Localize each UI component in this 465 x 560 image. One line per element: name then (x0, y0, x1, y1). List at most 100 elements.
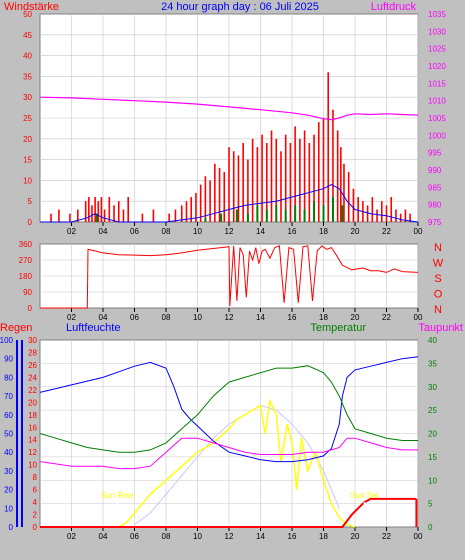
direction-xtick-label: 22 (382, 313, 391, 322)
solar-line (118, 398, 356, 528)
temperature-xtick-label: 20 (351, 532, 360, 541)
sunrise-label: Sun Rise (101, 491, 134, 500)
direction-compass-letter: N (434, 304, 442, 316)
wind-chart: 0510152025303540455097598098599099510001… (23, 10, 446, 236)
direction-xtick-label: 20 (351, 313, 360, 322)
wind-ytick-label: 25 (23, 114, 32, 123)
humidity-ytick-label: 0 (9, 523, 14, 532)
temperature-ytick-label: 30 (428, 383, 437, 392)
temperature-ytick-label: 10 (428, 476, 437, 485)
direction-ytick-label: 90 (23, 288, 32, 297)
direction-xtick-label: 10 (193, 313, 202, 322)
direction-xtick-label: 00 (414, 313, 423, 322)
humidity-ytick-label: 100 (0, 336, 14, 345)
wind-xtick-label: 02 (67, 227, 76, 236)
rain-ytick-label: 26 (28, 361, 37, 370)
dewpoint-line (39, 437, 418, 470)
pressure-ytick-label: 1025 (428, 45, 446, 54)
pressure-ytick-label: 1030 (428, 27, 446, 36)
temperature-xtick-label: 02 (67, 532, 76, 541)
wind-direction-line (40, 245, 419, 309)
direction-compass-letter: O (434, 289, 443, 301)
wind-xtick-label: 06 (130, 227, 139, 236)
rain-ytick-label: 24 (28, 373, 37, 382)
wind-ytick-label: 5 (28, 197, 33, 206)
rain-line (40, 497, 417, 528)
direction-ytick-label: 0 (28, 304, 33, 313)
direction-xtick-label: 04 (99, 313, 108, 322)
direction-ytick-label: 360 (19, 240, 33, 249)
rain-ytick-label: 20 (28, 398, 37, 407)
wind-xtick-label: 08 (162, 227, 171, 236)
wind-xtick-label: 04 (99, 227, 108, 236)
temperature-xtick-label: 14 (256, 532, 265, 541)
direction-xtick-label: 08 (162, 313, 171, 322)
temperature-xtick-label: 22 (382, 532, 391, 541)
sunset-label: Sun Set (350, 491, 379, 500)
direction-xtick-label: 12 (225, 313, 234, 322)
rain-ytick-label: 28 (28, 348, 37, 357)
wind-xtick-label: 16 (288, 227, 297, 236)
direction-xtick-label: 02 (67, 313, 76, 322)
temperature-ytick-label: 5 (428, 500, 433, 509)
pressure-ytick-label: 1035 (428, 10, 446, 19)
rain-ytick-label: 10 (28, 461, 37, 470)
pressure-line (39, 96, 419, 121)
wind-ytick-label: 40 (23, 52, 32, 61)
temperature-xtick-label: 12 (225, 532, 234, 541)
humidity-ytick-label: 50 (4, 430, 13, 439)
direction-compass-letter: W (433, 258, 444, 270)
dewpoint-axis-label: Taupunkt (418, 322, 463, 334)
humidity-ytick-label: 10 (4, 504, 13, 513)
humidity-ytick-label: 70 (4, 392, 13, 401)
temperature-ytick-label: 15 (428, 453, 437, 462)
humidity-ytick-label: 60 (4, 411, 13, 420)
wind-xtick-label: 12 (225, 227, 234, 236)
wind-xtick-label: 18 (319, 227, 328, 236)
pressure-ytick-label: 1010 (428, 97, 446, 106)
wind-xtick-label: 22 (382, 227, 391, 236)
direction-ytick-label: 270 (19, 256, 33, 265)
pressure-axis-label: Luftdruck (371, 1, 417, 13)
temperature-ytick-label: 20 (428, 430, 437, 439)
wind-xtick-label: 10 (193, 227, 202, 236)
humidity-ytick-label: 20 (4, 486, 13, 495)
pressure-ytick-label: 980 (428, 201, 442, 210)
rain-ytick-label: 12 (28, 448, 37, 457)
pressure-ytick-label: 985 (428, 183, 442, 192)
rain-ytick-label: 18 (28, 411, 37, 420)
rain-ytick-label: 30 (28, 336, 37, 345)
temperature-xtick-label: 16 (288, 532, 297, 541)
humidity-axis-label: Luftfeuchte (66, 322, 120, 334)
pressure-ytick-label: 1005 (428, 114, 446, 123)
pressure-ytick-label: 975 (428, 218, 442, 227)
gust-line (40, 184, 419, 223)
pressure-ytick-label: 1015 (428, 79, 446, 88)
pressure-ytick-label: 995 (428, 149, 442, 158)
humidity-line (39, 356, 419, 463)
temperature-ytick-label: 40 (428, 336, 437, 345)
temperature-ytick-label: 25 (428, 406, 437, 415)
temperature-chart: 0 5 10 15 20 25 30 35 40 02 4 6 8 10 12 14 16 18 20 22 24 26 2… (0, 336, 437, 541)
rain-ytick-label: 22 (28, 386, 37, 395)
rain-ytick-label: 6 (33, 486, 38, 495)
wind-ytick-label: 15 (23, 156, 32, 165)
humidity-ytick-label: 80 (4, 373, 13, 382)
wind-xtick-label: 00 (414, 227, 423, 236)
wind-xtick-label: 14 (256, 227, 265, 236)
humidity-ytick-label: 40 (4, 448, 13, 457)
temperature-xtick-label: 06 (130, 532, 139, 541)
wind-ytick-label: 10 (23, 176, 32, 185)
pressure-ytick-label: 1000 (428, 131, 446, 140)
wind-ytick-label: 30 (23, 93, 32, 102)
rain-ytick-label: 8 (33, 473, 38, 482)
temperature-ytick-label: 35 (428, 359, 437, 368)
temperature-xtick-label: 00 (414, 532, 423, 541)
direction-xtick-label: 18 (319, 313, 328, 322)
pressure-ytick-label: 1020 (428, 62, 446, 71)
temperature-xtick-label: 04 (99, 532, 108, 541)
temperature-xtick-label: 10 (193, 532, 202, 541)
rain-ytick-label: 4 (33, 498, 38, 507)
